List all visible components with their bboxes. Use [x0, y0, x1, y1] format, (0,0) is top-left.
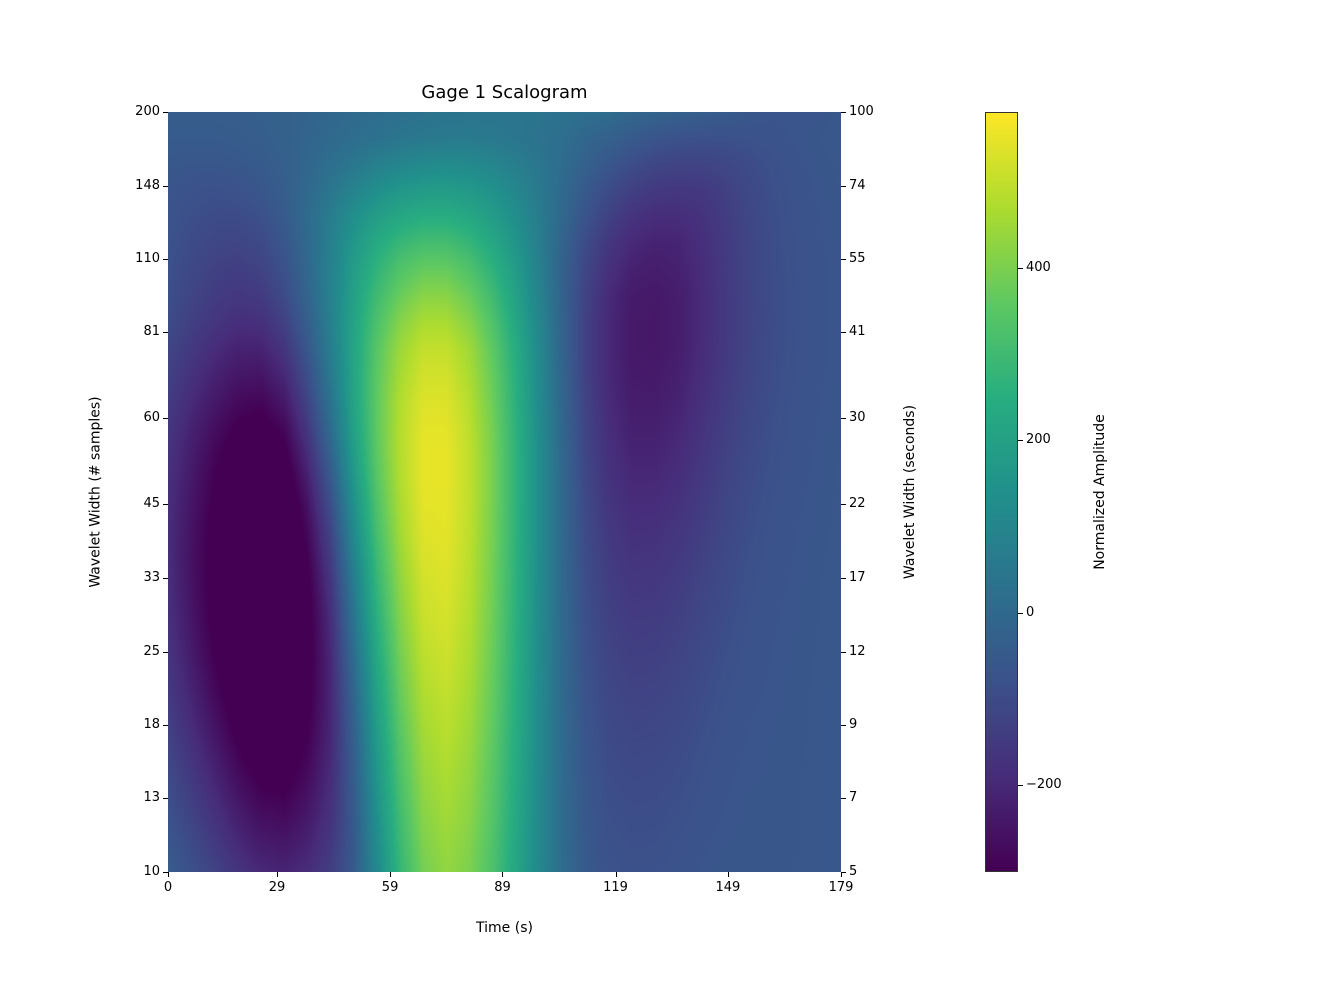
y-left-tick-label: 148	[135, 178, 160, 193]
y-right-tick-label: 100	[849, 104, 874, 119]
x-tick-label: 89	[487, 880, 517, 895]
colorbar-tick-label: 400	[1026, 260, 1051, 275]
colorbar-canvas	[985, 112, 1018, 872]
y-right-tick-mark	[841, 259, 846, 260]
y-left-tick-label: 45	[143, 496, 160, 511]
y-left-tick-mark	[163, 418, 168, 419]
y-left-tick-mark	[163, 186, 168, 187]
x-tick-mark	[502, 872, 503, 877]
colorbar-tick-label: 0	[1026, 605, 1034, 620]
y-left-tick-label: 18	[143, 717, 160, 732]
x-axis-label: Time (s)	[168, 920, 841, 936]
y-right-tick-label: 17	[849, 570, 866, 585]
y-right-tick-label: 9	[849, 717, 857, 732]
y-left-tick-mark	[163, 504, 168, 505]
x-tick-mark	[616, 872, 617, 877]
x-tick-label: 0	[153, 880, 183, 895]
y-right-tick-label: 22	[849, 496, 866, 511]
y-right-tick-mark	[841, 112, 846, 113]
y-left-tick-label: 60	[143, 410, 160, 425]
colorbar-tick-label: 200	[1026, 432, 1051, 447]
colorbar-label: Normalized Amplitude	[1090, 112, 1110, 872]
y-left-tick-label: 10	[143, 864, 160, 879]
y-right-tick-label: 12	[849, 644, 866, 659]
y-left-tick-label: 200	[135, 104, 160, 119]
x-tick-label: 119	[601, 880, 631, 895]
x-tick-mark	[728, 872, 729, 877]
y-left-tick-mark	[163, 872, 168, 873]
y-left-tick-label: 13	[143, 790, 160, 805]
y-left-tick-mark	[163, 652, 168, 653]
y-right-tick-mark	[841, 872, 846, 873]
colorbar-box	[985, 112, 1018, 872]
y-left-tick-label: 110	[135, 251, 160, 266]
colorbar-tick-mark	[1018, 268, 1023, 269]
y-left-tick-mark	[163, 798, 168, 799]
x-tick-label: 149	[713, 880, 743, 895]
y-left-tick-mark	[163, 725, 168, 726]
y-right-tick-mark	[841, 418, 846, 419]
x-tick-mark	[277, 872, 278, 877]
y-right-tick-mark	[841, 725, 846, 726]
colorbar-tick-mark	[1018, 440, 1023, 441]
y-left-tick-mark	[163, 332, 168, 333]
x-tick-label: 179	[826, 880, 856, 895]
y-axis-left-label: Wavelet Width (# samples)	[86, 112, 106, 872]
y-right-tick-mark	[841, 578, 846, 579]
y-right-tick-label: 55	[849, 251, 866, 266]
y-right-tick-mark	[841, 186, 846, 187]
y-right-tick-label: 5	[849, 864, 857, 879]
y-left-tick-mark	[163, 578, 168, 579]
chart-title: Gage 1 Scalogram	[168, 82, 841, 103]
y-right-tick-mark	[841, 798, 846, 799]
y-left-tick-mark	[163, 112, 168, 113]
heatmap-canvas	[168, 112, 841, 872]
y-right-tick-mark	[841, 652, 846, 653]
y-right-tick-label: 7	[849, 790, 857, 805]
y-left-tick-label: 81	[143, 324, 160, 339]
x-tick-mark	[168, 872, 169, 877]
y-right-tick-label: 41	[849, 324, 866, 339]
y-right-tick-mark	[841, 504, 846, 505]
colorbar-tick-mark	[1018, 613, 1023, 614]
y-left-tick-label: 33	[143, 570, 160, 585]
colorbar-tick-mark	[1018, 785, 1023, 786]
heatmap-plot-area	[168, 112, 841, 872]
y-left-tick-label: 25	[143, 644, 160, 659]
x-tick-label: 29	[262, 880, 292, 895]
x-tick-mark	[390, 872, 391, 877]
y-right-tick-label: 30	[849, 410, 866, 425]
x-tick-label: 59	[375, 880, 405, 895]
y-right-tick-label: 74	[849, 178, 866, 193]
colorbar-tick-label: −200	[1026, 777, 1062, 792]
y-axis-right-label: Wavelet Width (seconds)	[900, 112, 920, 872]
y-left-tick-mark	[163, 259, 168, 260]
y-right-tick-mark	[841, 332, 846, 333]
